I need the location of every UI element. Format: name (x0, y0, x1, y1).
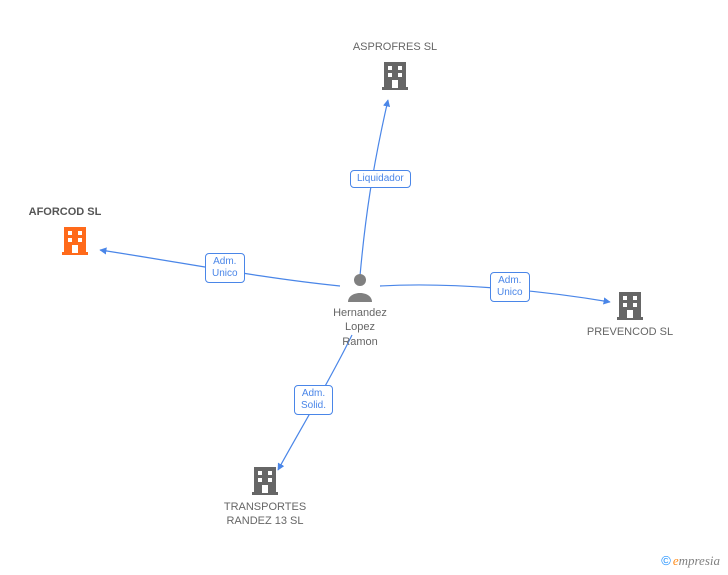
edge-label: Adm. Unico (490, 272, 530, 302)
watermark: ©empresia (661, 553, 720, 569)
center-person-label: Hernandez Lopez Ramon (330, 306, 390, 349)
copyright-symbol: © (661, 553, 671, 568)
edge-label: Liquidador (350, 170, 411, 188)
watermark-rest: mpresia (679, 553, 720, 568)
edge-arrow (360, 100, 388, 276)
company-label: PREVENCOD SL (580, 325, 680, 339)
company-label: TRANSPORTES RANDEZ 13 SL (215, 500, 315, 529)
company-label: AFORCOD SL (15, 205, 115, 219)
company-label: ASPROFRES SL (350, 40, 440, 54)
edge-label: Adm. Unico (205, 253, 245, 283)
edge-label: Adm. Solid. (294, 385, 333, 415)
